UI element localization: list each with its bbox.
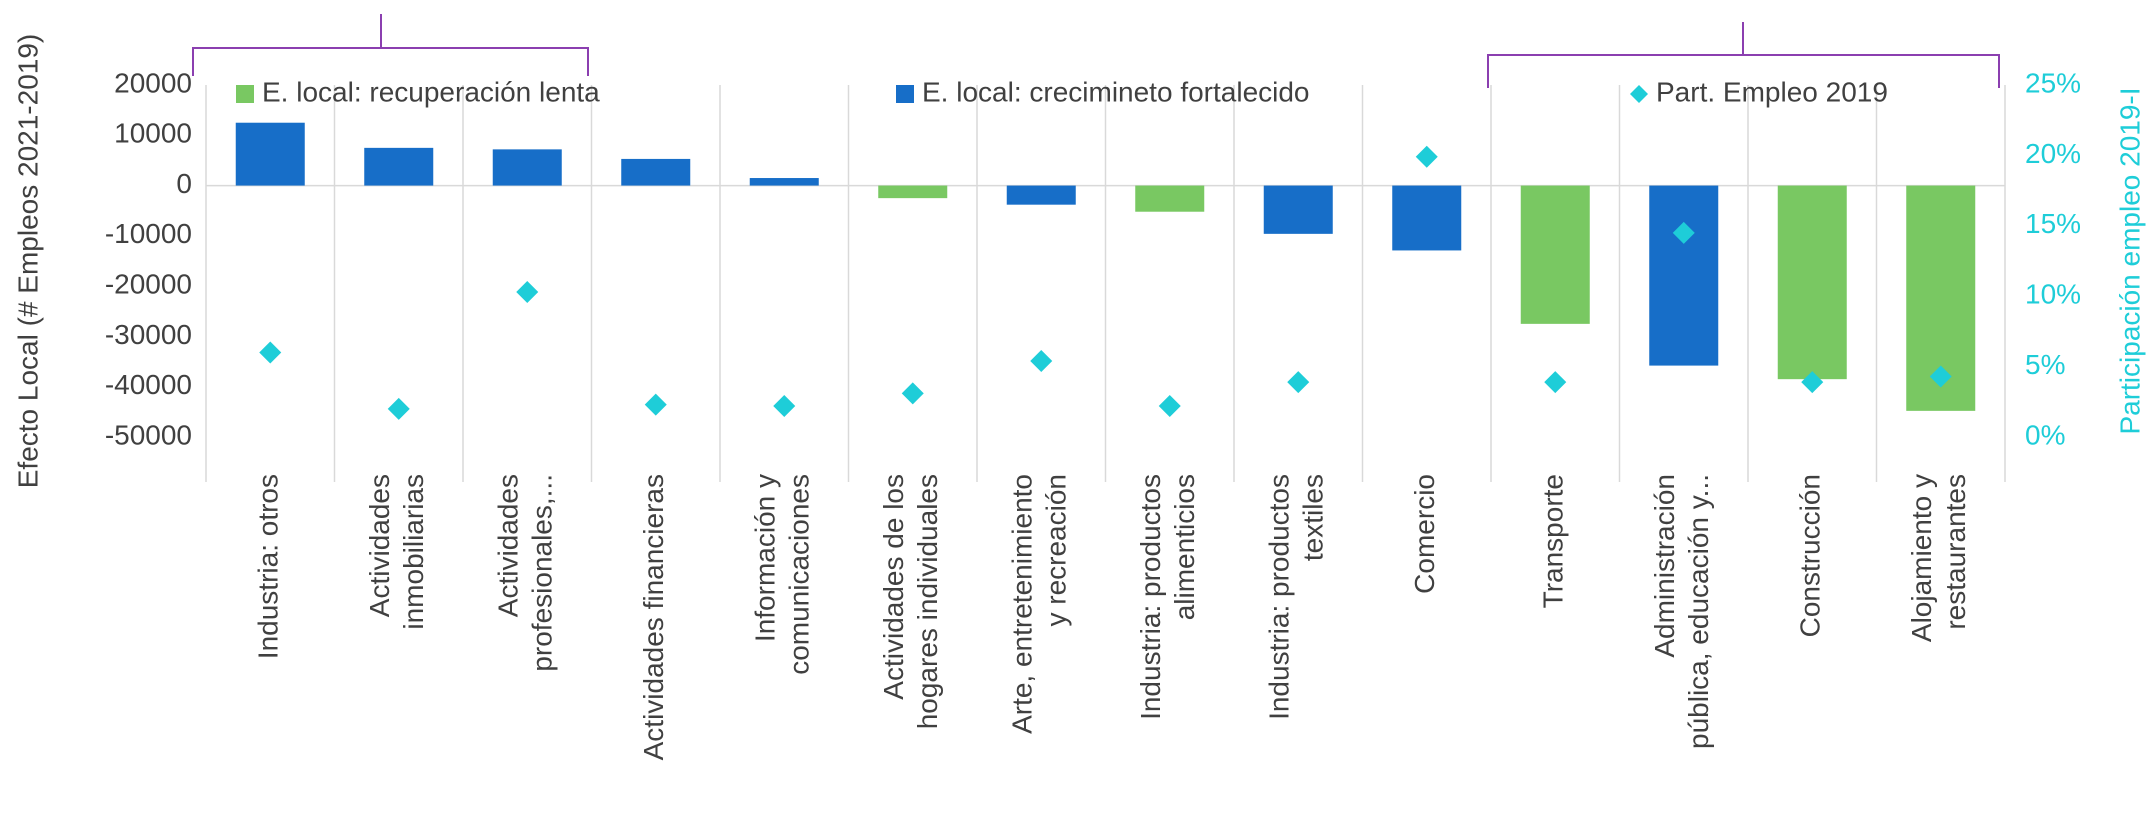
- y2-tick-label: 5%: [2025, 349, 2065, 380]
- y2-tick-label: 10%: [2025, 279, 2081, 310]
- bar: [235, 122, 305, 186]
- bar: [749, 178, 819, 186]
- legend-marker: [896, 85, 914, 103]
- diamond-marker: [1544, 371, 1567, 394]
- y-tick-label: 10000: [114, 118, 192, 149]
- bracket: [1487, 22, 2000, 88]
- diamond-marker: [1158, 395, 1181, 418]
- x-tick-label: Construcción: [1795, 474, 1826, 637]
- bar: [1006, 185, 1076, 205]
- bar: [1777, 185, 1847, 380]
- bar: [1263, 185, 1333, 234]
- x-tick-label: Actividades inmobiliarias: [364, 474, 429, 630]
- x-tick-label: Transporte: [1538, 474, 1569, 608]
- y2-tick-label: 15%: [2025, 208, 2081, 239]
- y-tick-label: -30000: [105, 319, 192, 350]
- x-tick-label: Alojamiento y restaurantes: [1906, 474, 1971, 642]
- y2-tick-label: 25%: [2025, 67, 2081, 98]
- y-tick-label: -40000: [105, 369, 192, 400]
- legend-label: E. local: crecimineto fortalecido: [922, 76, 1310, 107]
- y-tick-label: 20000: [114, 67, 192, 98]
- diamond-marker: [1672, 221, 1695, 244]
- bracket: [192, 14, 589, 76]
- x-tick-label: Arte, entretenimiento y recreación: [1007, 474, 1072, 734]
- legend-marker: [236, 85, 254, 103]
- x-tick-label: Actividades profesionales,...: [493, 474, 558, 672]
- bar: [364, 147, 434, 186]
- legend-label: E. local: recuperación lenta: [262, 76, 600, 107]
- diamond-marker: [1929, 365, 1952, 388]
- x-tick-label: Industria: productos textiles: [1264, 474, 1329, 720]
- x-tick-label: Actividades financieras: [638, 474, 669, 760]
- diamond-marker: [516, 280, 539, 303]
- legend-marker: [1630, 85, 1648, 103]
- y2-tick-label: 0%: [2025, 419, 2065, 450]
- y2-tick-label: 20%: [2025, 138, 2081, 169]
- y-tick-label: -20000: [105, 269, 192, 300]
- y-tick-label: -10000: [105, 218, 192, 249]
- bar: [1520, 185, 1590, 324]
- diamond-marker: [1801, 371, 1824, 394]
- diamond-marker: [259, 341, 282, 364]
- x-tick-label: Información y comunicaciones: [750, 474, 815, 675]
- y-tick-label: 0: [176, 168, 192, 199]
- x-tick-label: Administración pública, educación y...: [1649, 474, 1714, 749]
- diamond-marker: [387, 397, 410, 420]
- diamond-marker: [773, 395, 796, 418]
- x-tick-label: Comercio: [1409, 474, 1440, 594]
- x-tick-label: Actividades de los hogares individuales: [878, 474, 943, 729]
- diamond-marker: [644, 393, 667, 416]
- x-tick-label: Industria: productos alimenticios: [1135, 474, 1200, 720]
- diamond-marker: [901, 382, 924, 405]
- y2-axis-title: Participación empleo 2019-I: [2114, 87, 2145, 434]
- diamond-marker: [1287, 371, 1310, 394]
- bar: [492, 149, 562, 186]
- diamond-marker: [1030, 349, 1053, 372]
- y-tick-label: -50000: [105, 419, 192, 450]
- bar: [621, 158, 691, 186]
- y-axis-title: Efecto Local (# Empleos 2021-2019): [12, 34, 43, 489]
- bar: [1392, 185, 1462, 251]
- bar: [1649, 185, 1719, 366]
- bar: [878, 185, 948, 199]
- bar: [1135, 185, 1205, 212]
- x-tick-label: Industria: otros: [253, 474, 284, 659]
- diamond-marker: [1415, 145, 1438, 168]
- legend-label: Part. Empleo 2019: [1656, 76, 1888, 107]
